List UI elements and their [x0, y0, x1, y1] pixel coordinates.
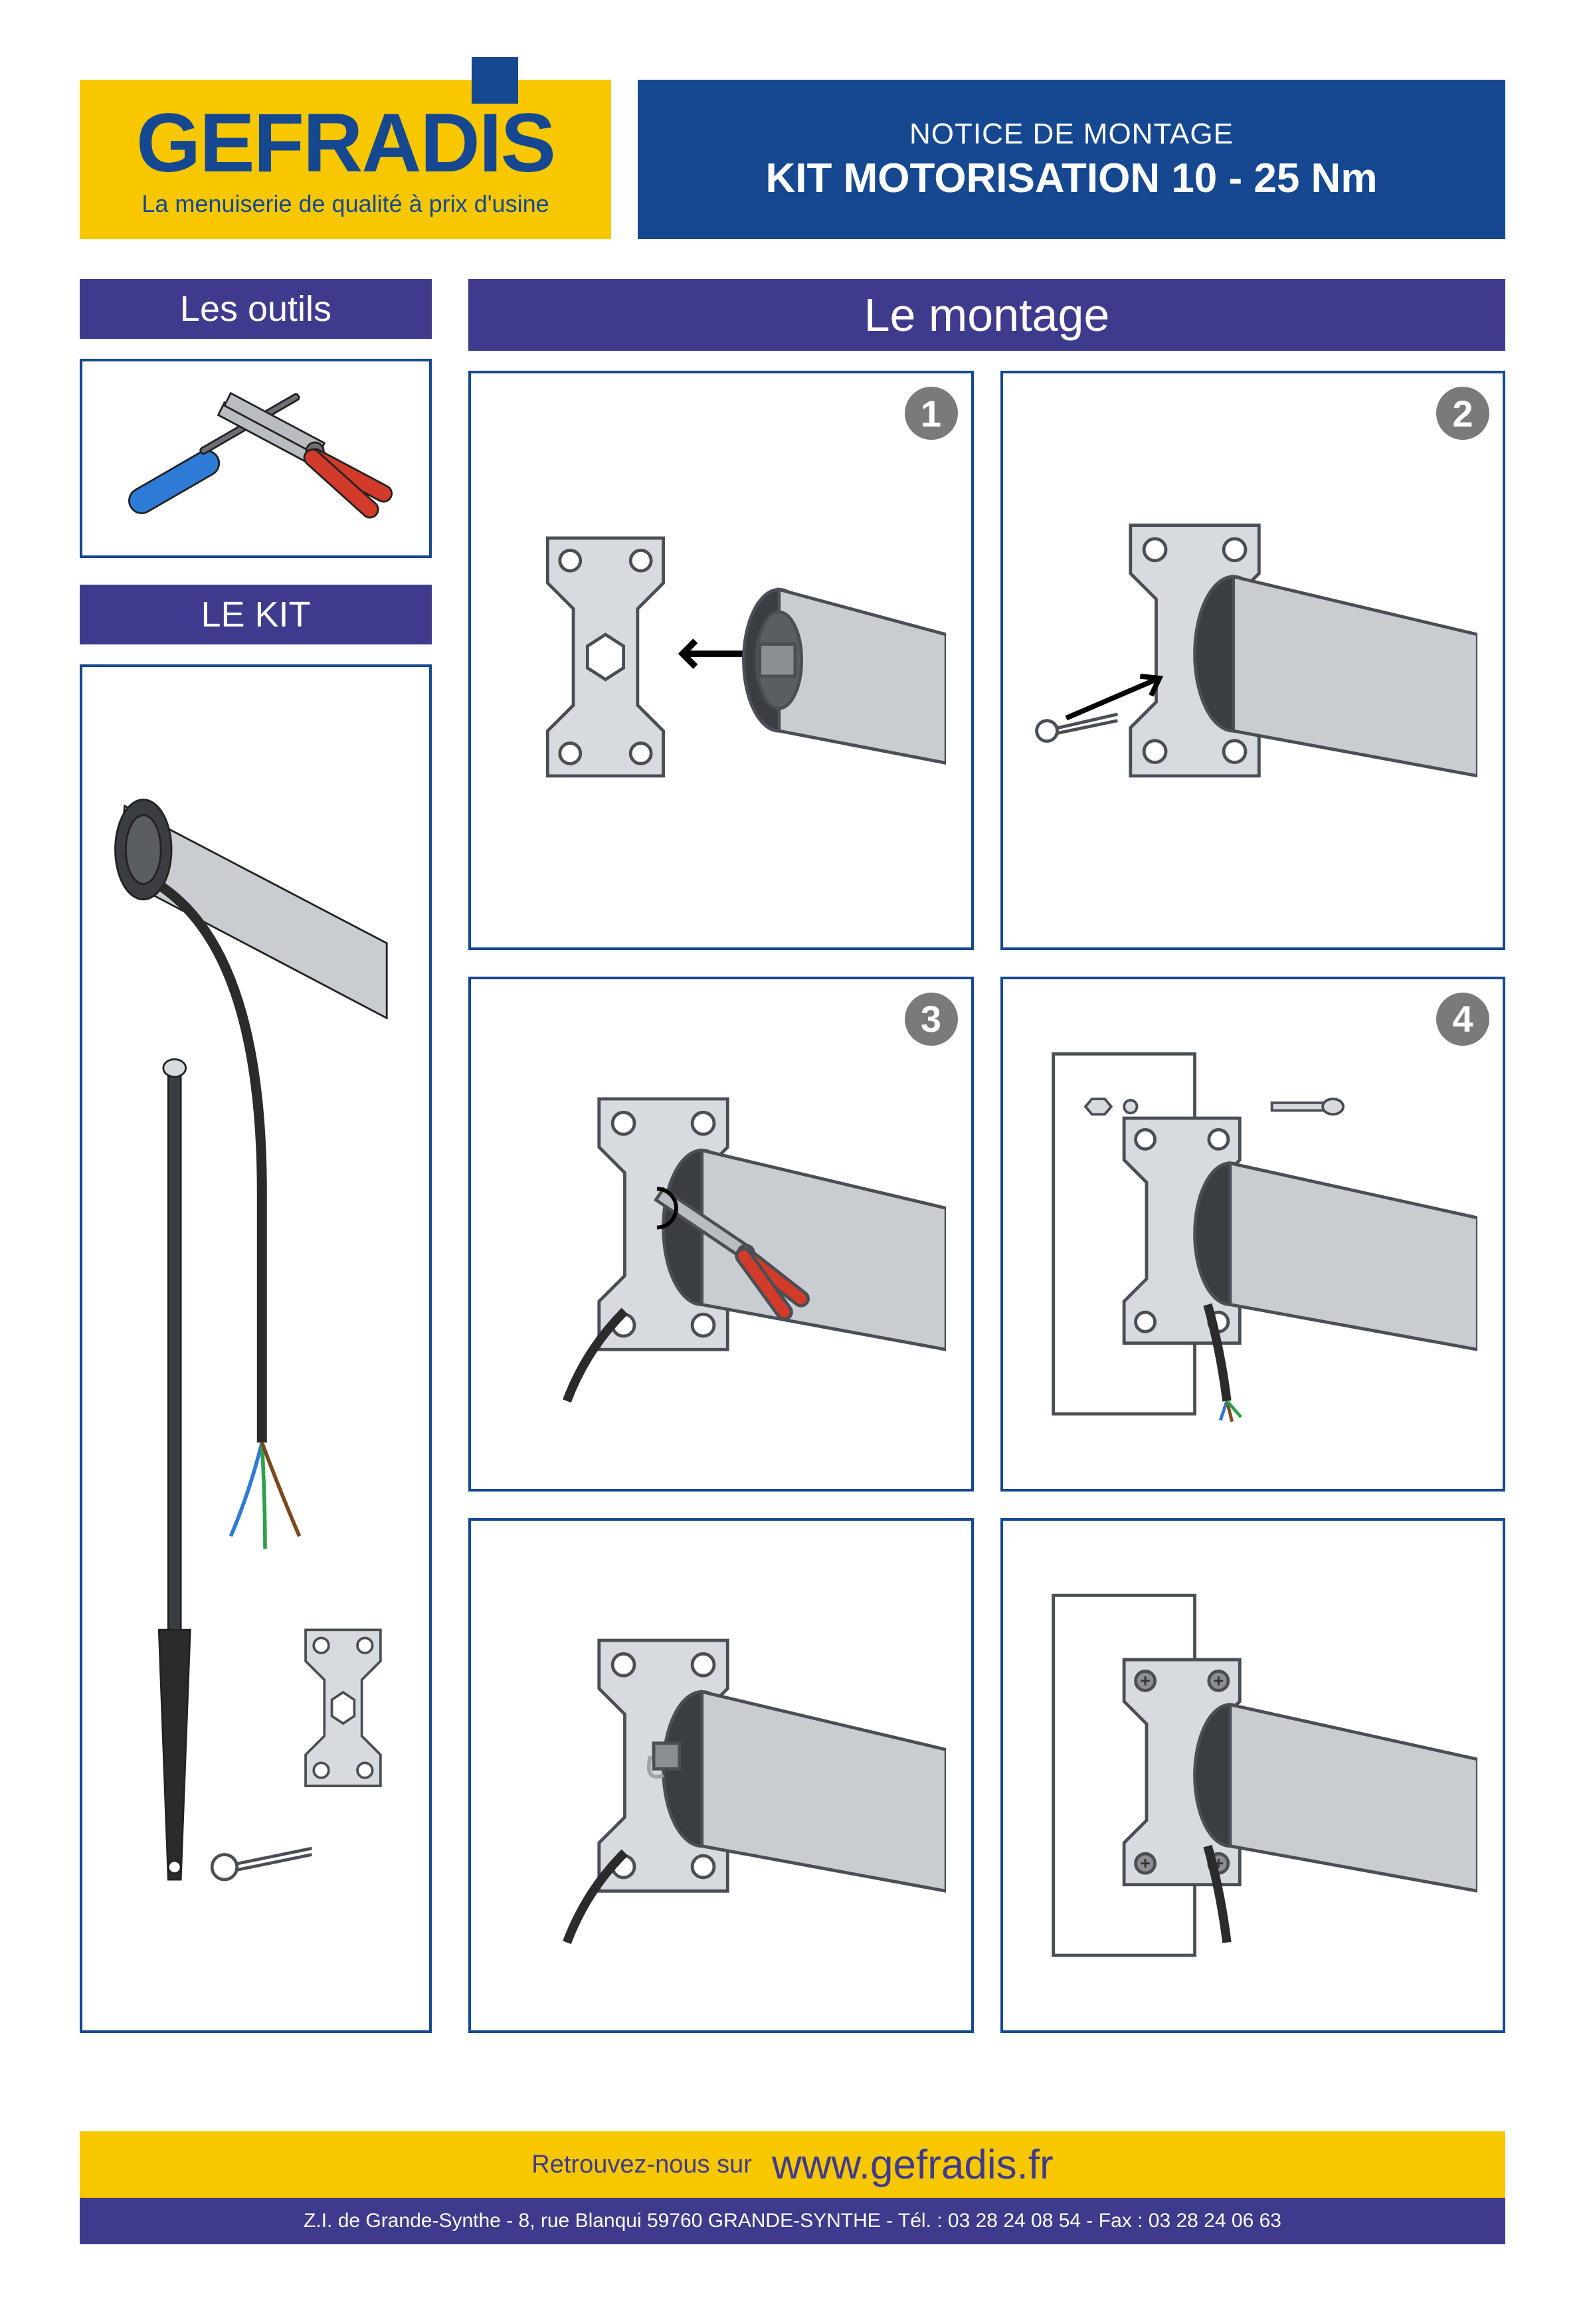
document-title: NOTICE DE MONTAGE KIT MOTORISATION 10 - … — [638, 80, 1505, 239]
step-3b — [468, 1518, 974, 2033]
step-badge: 4 — [1436, 993, 1489, 1046]
step-4: 4 — [1000, 977, 1506, 2033]
brand-name: GEFRADIS — [136, 102, 555, 185]
step-badge: 3 — [905, 993, 958, 1046]
notice-label: NOTICE DE MONTAGE — [909, 118, 1234, 151]
tools-illustration — [80, 359, 432, 558]
kit-illustration — [80, 664, 432, 2033]
brand-tagline: La menuiserie de qualité à prix d'usine — [141, 190, 549, 218]
kit-heading: LE KIT — [80, 585, 432, 644]
step-4b — [1000, 1518, 1506, 2033]
footer-url-bar: Retrouvez-nous sur www.gefradis.fr — [80, 2131, 1505, 2198]
footer-lead: Retrouvez-nous sur — [531, 2151, 752, 2179]
step-2: 2 — [1000, 371, 1506, 950]
montage-heading: Le montage — [468, 279, 1505, 351]
footer-address: Z.I. de Grande-Synthe - 8, rue Blanqui 5… — [80, 2198, 1505, 2244]
brand-logo: GEFRADIS La menuiserie de qualité à prix… — [80, 80, 611, 239]
step-badge: 1 — [905, 387, 958, 440]
step-badge: 2 — [1436, 387, 1489, 440]
product-title: KIT MOTORISATION 10 - 25 Nm — [766, 155, 1378, 202]
tools-heading: Les outils — [80, 279, 432, 339]
step-1: 1 — [468, 371, 974, 950]
website-link[interactable]: www.gefradis.fr — [772, 2141, 1054, 2188]
step-3: 3 — [468, 977, 974, 2033]
